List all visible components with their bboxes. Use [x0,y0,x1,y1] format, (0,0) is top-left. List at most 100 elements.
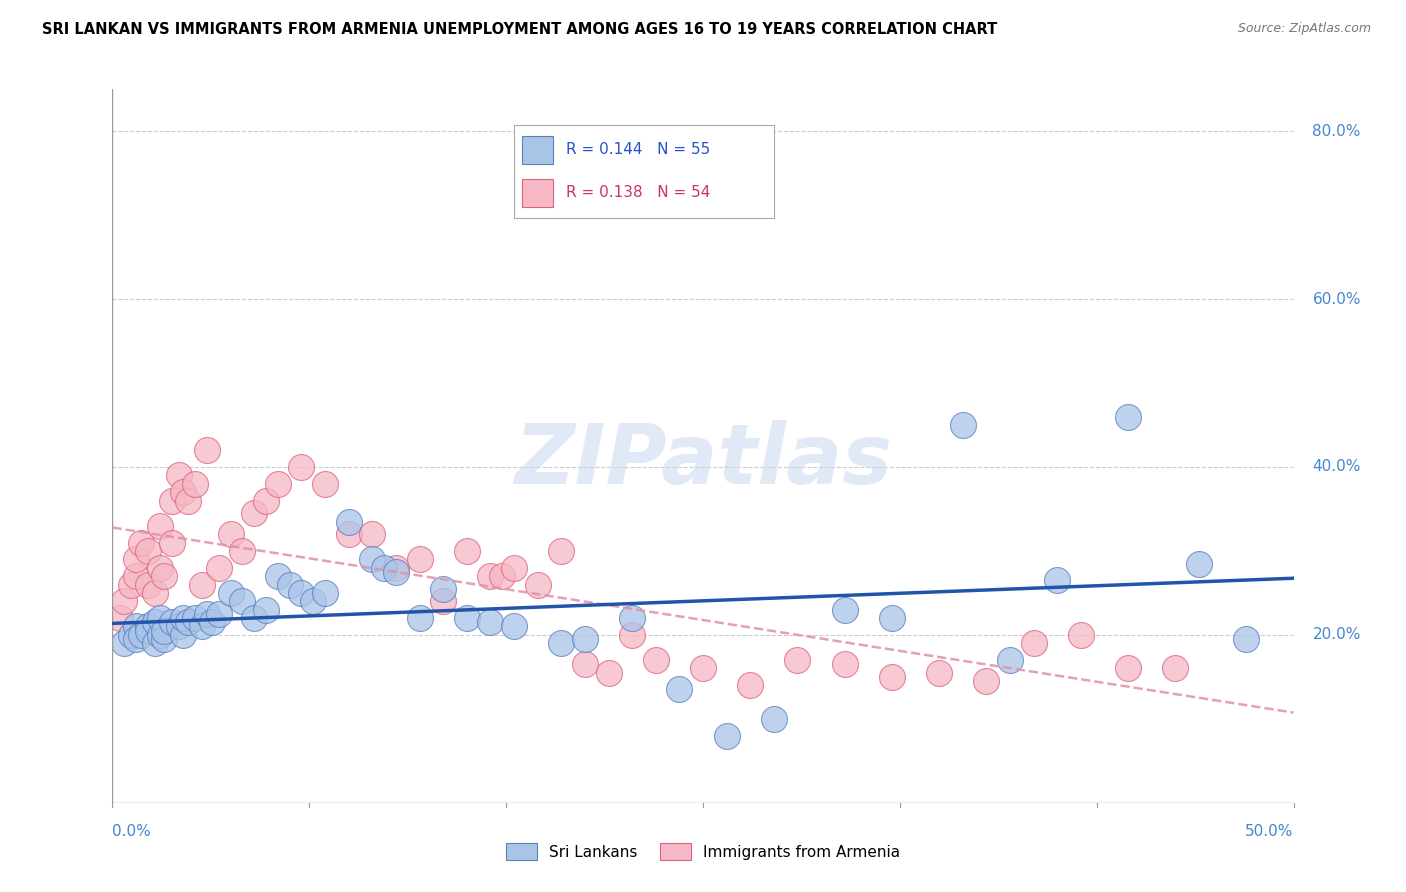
Point [143,615,166,630]
Point [278,577,301,591]
Point [153,632,176,646]
Point [120,628,142,642]
Point [479,615,502,630]
Point [786,653,808,667]
Point [184,476,207,491]
Point [129,535,152,549]
Point [456,544,478,558]
Point [385,560,408,574]
Point [184,611,207,625]
Point [195,607,218,621]
Point [149,518,172,533]
Point [1022,636,1045,650]
Point [208,560,231,574]
Point [1116,661,1139,675]
Point [195,443,218,458]
Point [1234,632,1257,646]
Bar [522,178,553,207]
Point [167,619,190,633]
Point [998,653,1021,667]
Point [337,515,360,529]
Point [621,628,644,642]
Bar [522,136,553,164]
Point [456,611,478,625]
Point [290,586,312,600]
Point [1070,628,1092,642]
Point [129,628,152,642]
Point [976,674,998,689]
Point [337,527,360,541]
Text: 40.0%: 40.0% [1312,459,1361,475]
Point [503,560,526,574]
Point [361,552,384,566]
Point [762,712,785,726]
Point [191,619,214,633]
Point [231,594,253,608]
Point [479,569,502,583]
Point [153,624,176,638]
Point [598,665,620,680]
Point [160,615,183,630]
Point [644,653,666,667]
Point [149,611,172,625]
Point [108,611,131,625]
Point [668,682,690,697]
Point [112,594,135,608]
Text: ZIPatlas: ZIPatlas [515,420,891,500]
Point [177,615,200,630]
Point [928,665,950,680]
Point [550,636,572,650]
Point [314,586,336,600]
Legend: Sri Lankans, Immigrants from Armenia: Sri Lankans, Immigrants from Armenia [501,837,905,866]
Point [167,468,190,483]
Text: R = 0.138   N = 54: R = 0.138 N = 54 [567,186,710,200]
Point [172,485,194,500]
Point [1116,409,1139,424]
Point [243,611,266,625]
Point [143,586,166,600]
Point [125,632,148,646]
Point [231,544,253,558]
Point [952,417,974,432]
Text: SRI LANKAN VS IMMIGRANTS FROM ARMENIA UNEMPLOYMENT AMONG AGES 16 TO 19 YEARS COR: SRI LANKAN VS IMMIGRANTS FROM ARMENIA UN… [42,22,997,37]
Point [149,560,172,574]
Point [136,624,159,638]
Point [267,476,290,491]
Point [243,506,266,520]
Point [621,611,644,625]
Point [373,560,395,574]
Point [160,493,183,508]
Point [302,594,325,608]
Point [408,611,430,625]
Point [125,569,148,583]
Point [880,670,903,684]
Point [716,729,738,743]
Point [408,552,430,566]
Point [432,582,454,596]
Point [491,569,513,583]
Point [136,577,159,591]
Point [208,607,231,621]
Text: 20.0%: 20.0% [1312,627,1361,642]
Text: 60.0%: 60.0% [1312,292,1361,307]
Point [834,603,856,617]
Point [136,619,159,633]
Point [574,657,596,672]
Point [503,619,526,633]
Point [290,460,312,475]
Text: R = 0.144   N = 55: R = 0.144 N = 55 [567,143,710,157]
Point [1188,557,1211,571]
Point [143,636,166,650]
Point [254,603,277,617]
Point [172,628,194,642]
Point [1164,661,1187,675]
Point [125,552,148,566]
Point [201,615,224,630]
Point [219,586,242,600]
Point [740,678,762,692]
Point [125,619,148,633]
Point [112,636,135,650]
Point [191,577,214,591]
Point [120,577,142,591]
Point [153,569,176,583]
